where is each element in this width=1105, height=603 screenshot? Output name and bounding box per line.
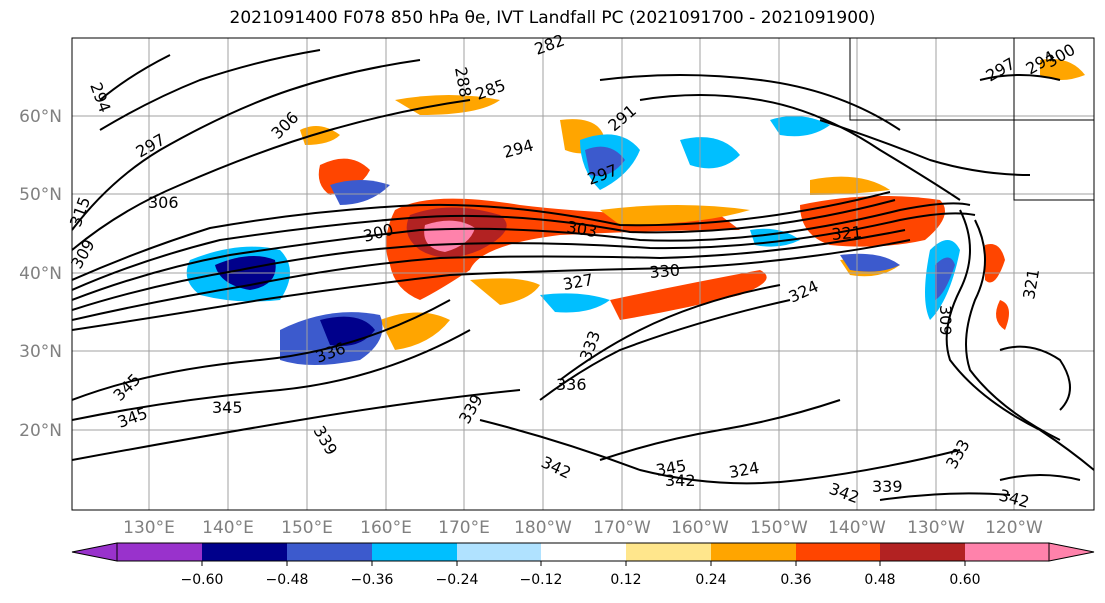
- colorbar-segment: [711, 543, 796, 561]
- shading-layer: [186, 59, 1085, 365]
- colorbar-tick-label: 0.36: [780, 572, 811, 588]
- latitude-labels: 60°N 50°N 40°N 30°N 20°N: [19, 107, 62, 441]
- colorbar-ticks: [201, 561, 966, 566]
- lon-label: 170°E: [438, 518, 490, 538]
- contour-label: 309: [936, 305, 955, 336]
- contour-label: 330: [649, 260, 681, 282]
- lon-label: 150°E: [281, 518, 333, 538]
- contour-label: 321: [831, 222, 863, 244]
- contour-label: 336: [556, 375, 587, 394]
- lon-label: 180°W: [514, 518, 572, 538]
- lat-label-60n: 60°N: [19, 107, 62, 127]
- colorbar-tick-label: −0.48: [266, 572, 309, 588]
- lon-label: 120°W: [985, 518, 1043, 538]
- theta-e-contours: [72, 49, 1094, 501]
- colorbar-segment: [796, 543, 880, 561]
- colorbar-tick-label: 0.60: [949, 572, 980, 588]
- contour-label: 345: [212, 398, 243, 417]
- lon-label: 170°W: [593, 518, 651, 538]
- colorbar-frame: [116, 542, 1050, 562]
- contour-label: 339: [872, 477, 903, 496]
- lon-label: 140°W: [828, 518, 886, 538]
- colorbar-segment: [117, 543, 202, 561]
- lon-label: 130°W: [907, 518, 965, 538]
- contour-label: 342: [665, 471, 696, 490]
- lon-label: 160°W: [671, 518, 729, 538]
- colorbar-tick-label: 0.48: [864, 572, 895, 588]
- colorbar-tick-label: −0.60: [181, 572, 224, 588]
- lat-label-40n: 40°N: [19, 264, 62, 284]
- longitude-labels: 130°E 140°E 150°E 160°E 170°E 180°W 170°…: [123, 518, 1043, 538]
- colorbar-segment: [626, 543, 711, 561]
- lon-label: 130°E: [123, 518, 175, 538]
- colorbar-tick-label: −0.24: [436, 572, 479, 588]
- colorbar-tick-label: 0.12: [610, 572, 641, 588]
- colorbar-tick-label: −0.12: [520, 572, 563, 588]
- colorbar-segment: [202, 543, 287, 561]
- colorbar-segment: [372, 543, 457, 561]
- coastlines: [849, 38, 1094, 201]
- colorbar-segment: [880, 543, 965, 561]
- lon-label: 160°E: [360, 518, 412, 538]
- colorbar-segment: [287, 543, 372, 561]
- colorbar-tick-label: 0.24: [695, 572, 726, 588]
- lon-label: 150°W: [750, 518, 808, 538]
- colorbar-extend-low: [71, 542, 118, 562]
- colorbar-segment: [965, 543, 1049, 561]
- colorbar-segment: [457, 543, 541, 561]
- colorbar: −0.60 −0.48 −0.36 −0.24 −0.12 0.12 0.24 …: [71, 542, 1095, 588]
- colorbar-extend-high: [1048, 542, 1095, 562]
- lat-label-50n: 50°N: [19, 185, 62, 205]
- lon-label: 140°E: [202, 518, 254, 538]
- contour-label: 306: [148, 193, 179, 212]
- colorbar-tick-label: −0.36: [351, 572, 394, 588]
- map-title: 2021091400 F078 850 hPa θe, IVT Landfall…: [229, 8, 876, 28]
- lat-label-30n: 30°N: [19, 342, 62, 362]
- map-panel: [71, 37, 1095, 511]
- colorbar-segment: [541, 543, 626, 561]
- lat-label-20n: 20°N: [19, 421, 62, 441]
- map-frame: [71, 37, 1095, 511]
